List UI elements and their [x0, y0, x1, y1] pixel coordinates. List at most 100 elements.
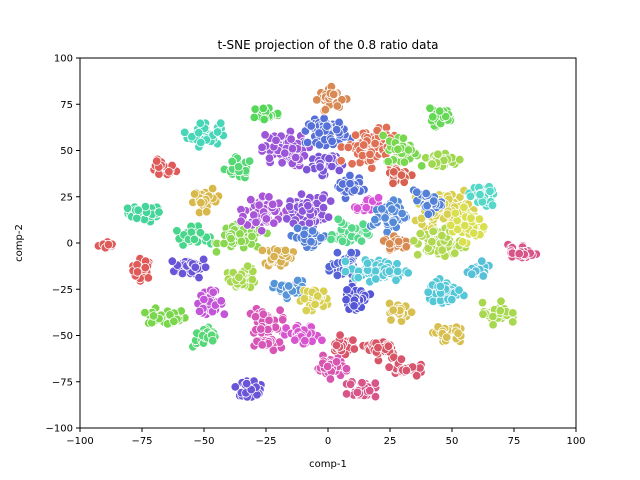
data-point [343, 142, 354, 153]
data-point [326, 234, 336, 245]
data-point [477, 297, 488, 308]
data-point [377, 204, 387, 214]
data-point [140, 263, 151, 273]
data-point [345, 178, 355, 189]
data-point [488, 320, 498, 330]
data-point [396, 354, 407, 364]
data-point [247, 275, 258, 285]
data-point [257, 226, 267, 236]
data-point [316, 233, 326, 243]
data-point [406, 307, 417, 318]
data-point [236, 236, 247, 247]
cluster [149, 154, 182, 180]
data-point [385, 239, 395, 249]
data-point [193, 128, 204, 138]
data-point [496, 296, 506, 307]
cluster [333, 170, 369, 204]
x-tick-label: −100 [66, 436, 93, 447]
data-point [495, 306, 506, 316]
data-point [342, 285, 352, 295]
data-point [341, 295, 351, 305]
data-point [312, 95, 322, 105]
data-point [340, 256, 351, 267]
data-point [474, 214, 485, 224]
data-point [409, 235, 419, 246]
data-point [394, 236, 404, 247]
data-point [329, 89, 339, 100]
cluster [312, 81, 352, 116]
data-point [292, 223, 303, 234]
data-point [236, 216, 246, 226]
data-point [318, 193, 328, 203]
data-point [269, 218, 279, 228]
data-point [306, 121, 316, 131]
data-point [487, 200, 498, 210]
cluster [295, 285, 333, 316]
data-point [349, 301, 359, 311]
data-point [412, 187, 422, 197]
x-tick-label: −25 [255, 436, 276, 447]
data-point [508, 308, 518, 318]
data-point [332, 247, 343, 258]
data-point [303, 201, 313, 211]
data-point [331, 340, 342, 351]
cluster [340, 255, 413, 287]
data-point [427, 236, 437, 247]
cluster [257, 126, 314, 171]
data-point [325, 374, 336, 384]
data-point [301, 305, 312, 316]
data-point [370, 266, 381, 276]
data-point [346, 247, 356, 258]
data-point [211, 247, 222, 257]
data-point [403, 268, 413, 278]
data-point [372, 125, 382, 136]
data-point [151, 156, 162, 166]
data-point [258, 103, 269, 114]
cluster [179, 118, 229, 152]
data-point [198, 254, 209, 265]
cluster [249, 335, 287, 356]
data-point [246, 194, 256, 205]
data-point [341, 364, 352, 374]
data-point [278, 315, 288, 325]
data-point [399, 157, 410, 167]
data-point [234, 272, 244, 283]
cluster [366, 195, 411, 237]
data-point [349, 344, 360, 354]
data-point [337, 236, 348, 247]
y-tick-label: −100 [46, 424, 73, 435]
data-point [323, 212, 334, 222]
data-point [299, 294, 310, 304]
data-point [362, 258, 373, 268]
data-point [352, 387, 363, 398]
y-tick-label: −75 [52, 377, 73, 388]
data-point [398, 133, 409, 144]
data-point [458, 237, 468, 247]
data-point [154, 207, 164, 217]
data-point [268, 199, 278, 210]
data-point [284, 281, 294, 291]
cluster [140, 303, 190, 329]
cluster [425, 103, 456, 132]
data-point [479, 222, 489, 232]
data-point [393, 144, 403, 155]
data-point [347, 223, 357, 233]
data-point [331, 357, 342, 367]
data-point [373, 193, 384, 203]
data-point [277, 158, 287, 168]
data-point [280, 245, 291, 256]
cluster [384, 354, 426, 381]
data-point [169, 316, 179, 327]
data-point [446, 220, 456, 231]
data-point [216, 296, 226, 306]
data-point [453, 224, 463, 235]
data-point [194, 272, 204, 283]
cluster [286, 223, 330, 252]
data-point [442, 209, 453, 219]
data-point [195, 228, 206, 238]
data-point [371, 274, 381, 284]
x-tick-label: 0 [325, 436, 331, 447]
x-axis: −100 −75 −50 −25 0 25 50 75 100 [66, 428, 586, 447]
data-point [437, 230, 447, 241]
